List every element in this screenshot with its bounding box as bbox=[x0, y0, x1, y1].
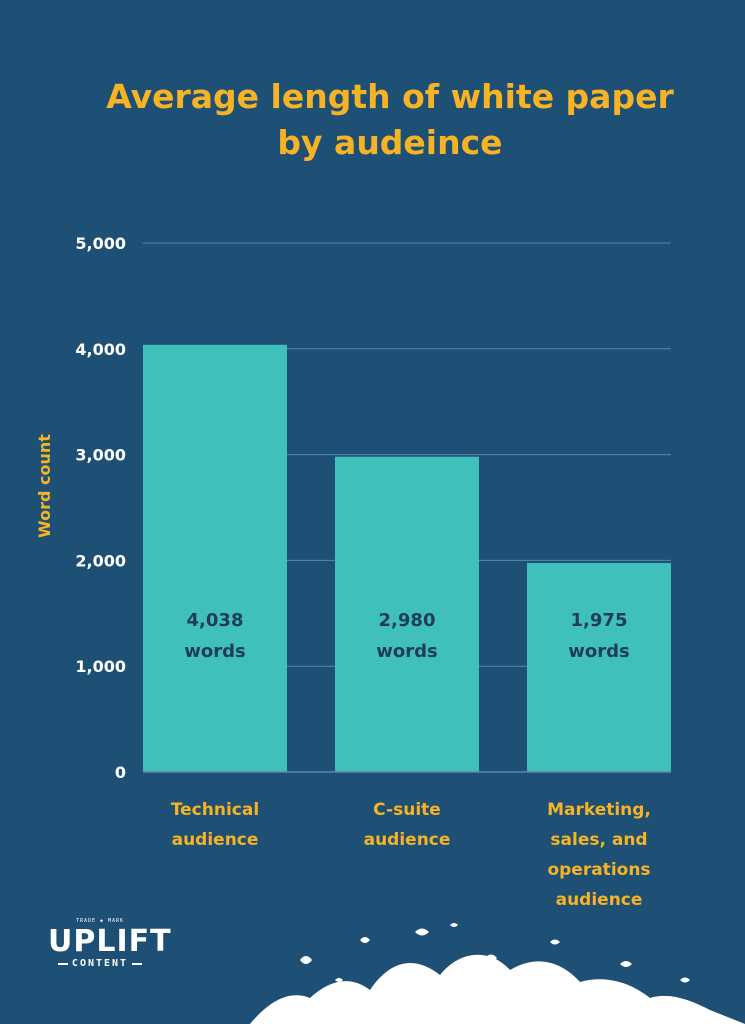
splash-dot bbox=[335, 978, 343, 982]
x-tick-label: sales, and bbox=[550, 830, 647, 850]
bar bbox=[527, 563, 671, 772]
chart-title-line-1: Average length of white paper bbox=[106, 77, 674, 116]
uplift-content-logo: TRADE ◆ MARK UPLIFT CONTENT bbox=[48, 916, 172, 969]
splash-dot bbox=[360, 937, 370, 943]
x-tick-label: audience bbox=[556, 890, 643, 910]
logo-subtitle-row: CONTENT bbox=[48, 958, 152, 969]
x-tick-label: C-suite bbox=[373, 800, 441, 820]
logo-dash-right bbox=[132, 962, 143, 965]
bar-data-label: words bbox=[184, 641, 245, 662]
x-tick-label: operations bbox=[547, 860, 650, 880]
splash-main bbox=[250, 954, 745, 1024]
logo-subtitle: CONTENT bbox=[71, 958, 129, 969]
logo-trademark: TRADE ◆ MARK bbox=[75, 918, 125, 924]
splash-dot bbox=[680, 977, 690, 983]
y-axis-label: Word count bbox=[35, 434, 54, 538]
y-tick-label: 0 bbox=[115, 763, 126, 782]
x-tick-label: Marketing, bbox=[547, 800, 651, 820]
chart-title-line-2: by audeince bbox=[277, 123, 503, 162]
bar bbox=[335, 456, 479, 772]
y-tick-label: 3,000 bbox=[75, 446, 126, 465]
splash-dot bbox=[450, 923, 458, 927]
bar-data-label: 4,038 bbox=[187, 610, 244, 631]
y-tick-label: 5,000 bbox=[75, 234, 126, 253]
x-tick-label: audience bbox=[172, 830, 259, 850]
bar-chart: 0 1,000 2,000 3,000 4,000 5,000 Word count 4,03… bbox=[35, 234, 671, 910]
bar-data-label: 1,975 bbox=[571, 610, 628, 631]
splash-dot bbox=[550, 939, 560, 945]
logo-dash-left bbox=[57, 962, 68, 965]
y-tick-label: 4,000 bbox=[75, 340, 126, 359]
paint-splash-decoration bbox=[250, 923, 745, 1024]
bar-data-label: words bbox=[568, 641, 629, 662]
bar bbox=[143, 344, 287, 772]
y-tick-label: 2,000 bbox=[75, 551, 126, 570]
x-tick-label: audience bbox=[364, 830, 451, 850]
x-tick-label: Technical bbox=[171, 800, 259, 820]
splash-dot bbox=[300, 956, 312, 964]
splash-dot bbox=[620, 961, 632, 967]
bar-data-label: words bbox=[376, 641, 437, 662]
splash-dot bbox=[485, 954, 497, 962]
chart-title: Average length of white paper by audeinc… bbox=[60, 74, 720, 166]
splash-dot bbox=[415, 928, 429, 936]
bar-data-label: 2,980 bbox=[379, 610, 436, 631]
y-tick-label: 1,000 bbox=[75, 657, 126, 676]
logo-name: UPLIFT bbox=[48, 924, 172, 959]
